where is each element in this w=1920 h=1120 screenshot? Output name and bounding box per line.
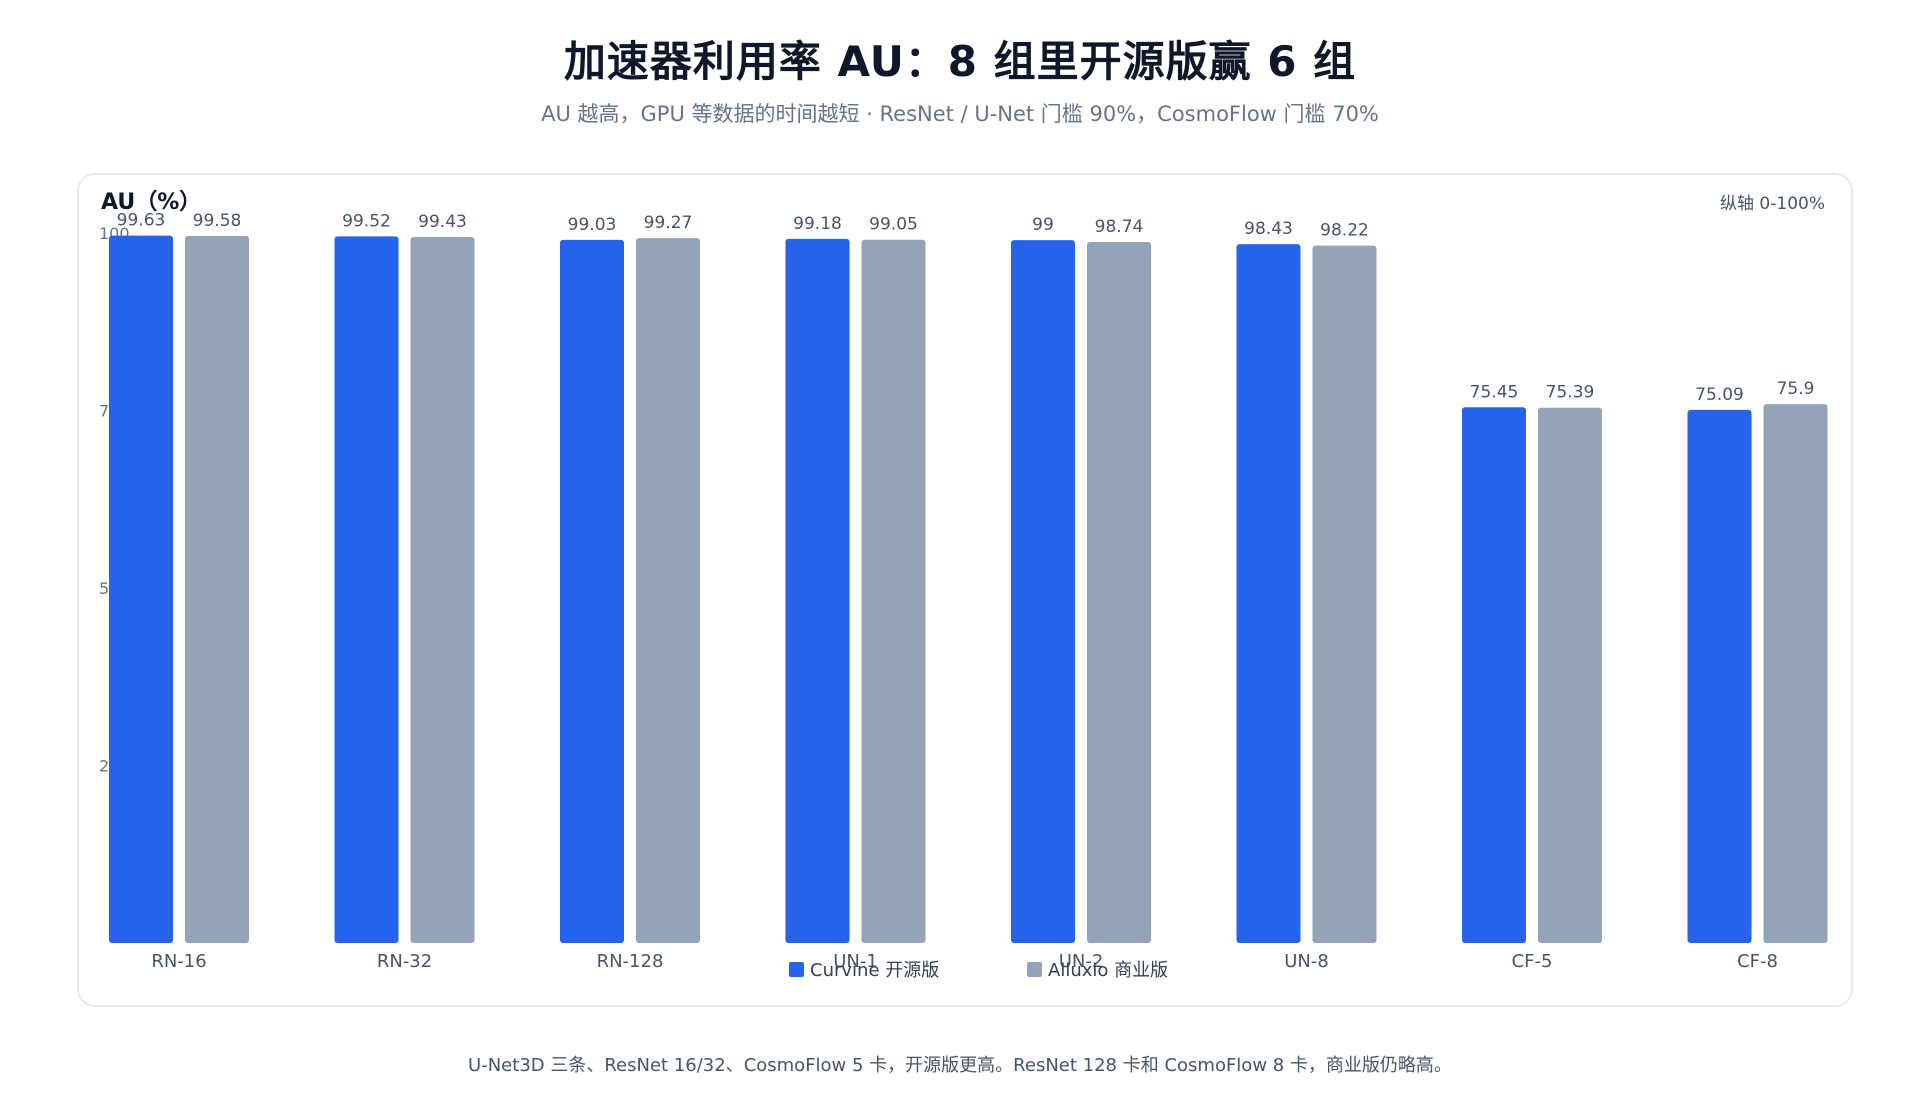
legend-label: Alluxio 商业版 bbox=[1048, 960, 1168, 981]
data-label: 75.45 bbox=[1470, 382, 1519, 402]
bar-alluxio bbox=[1087, 241, 1151, 944]
x-tick-label: UN-1 bbox=[833, 951, 878, 972]
bar-alluxio bbox=[410, 237, 475, 943]
data-label: 75.09 bbox=[1695, 385, 1744, 405]
chart-footnote: U-Net3D 三条、ResNet 16/32、CosmoFlow 5 卡，开源… bbox=[468, 1055, 1452, 1076]
axis-range-note: 纵轴 0-100% bbox=[1720, 194, 1825, 214]
bar-curvine bbox=[1687, 409, 1752, 944]
legend-swatch bbox=[789, 962, 804, 977]
bar-curvine bbox=[1011, 240, 1075, 944]
x-tick-label: UN-8 bbox=[1284, 951, 1329, 972]
x-tick-label: UN-2 bbox=[1059, 951, 1104, 972]
data-label: 75.9 bbox=[1777, 379, 1815, 399]
legend-label: Curvine 开源版 bbox=[810, 960, 939, 981]
data-label: 99.58 bbox=[193, 211, 242, 231]
data-label: 98.22 bbox=[1320, 221, 1369, 241]
bar-alluxio bbox=[1312, 245, 1377, 943]
chart-card: AU（%）纵轴 0-100%25507510099.6399.58RN-1699… bbox=[77, 173, 1853, 1007]
x-tick-label: RN-128 bbox=[597, 951, 664, 972]
x-tick-label: RN-32 bbox=[377, 951, 432, 972]
data-label: 99.03 bbox=[568, 215, 617, 235]
bar-curvine bbox=[1236, 244, 1301, 944]
data-label: 99 bbox=[1032, 215, 1054, 235]
chart-title: 加速器利用率 AU：8 组里开源版赢 6 组 bbox=[563, 37, 1357, 86]
bar-chart: AU（%）纵轴 0-100%25507510099.6399.58RN-1699… bbox=[99, 190, 1828, 981]
data-label: 99.63 bbox=[117, 211, 166, 231]
data-label: 75.39 bbox=[1546, 383, 1595, 403]
x-tick-label: CF-5 bbox=[1512, 951, 1553, 972]
data-label: 99.43 bbox=[418, 212, 467, 232]
x-tick-label: CF-8 bbox=[1737, 951, 1778, 972]
legend-swatch bbox=[1027, 962, 1042, 977]
data-label: 99.05 bbox=[869, 215, 918, 235]
bar-alluxio bbox=[185, 235, 249, 943]
bar-curvine bbox=[560, 239, 624, 944]
data-label: 99.18 bbox=[793, 214, 842, 234]
x-tick-label: RN-16 bbox=[151, 951, 206, 972]
bar-alluxio bbox=[1763, 404, 1828, 943]
data-label: 98.74 bbox=[1095, 217, 1144, 237]
bar-curvine bbox=[334, 236, 399, 943]
bar-curvine bbox=[785, 238, 850, 943]
bar-alluxio bbox=[861, 239, 926, 943]
bar-alluxio bbox=[636, 238, 700, 944]
data-label: 99.52 bbox=[342, 211, 391, 231]
y-axis-label: AU（%） bbox=[101, 190, 201, 215]
bar-curvine bbox=[109, 235, 173, 943]
chart-subtitle: AU 越高，GPU 等数据的时间越短 · ResNet / U-Net 门槛 9… bbox=[541, 102, 1379, 126]
bar-curvine bbox=[1462, 407, 1526, 943]
bar-alluxio bbox=[1538, 407, 1602, 943]
data-label: 98.43 bbox=[1244, 219, 1293, 239]
data-label: 99.27 bbox=[644, 213, 693, 233]
